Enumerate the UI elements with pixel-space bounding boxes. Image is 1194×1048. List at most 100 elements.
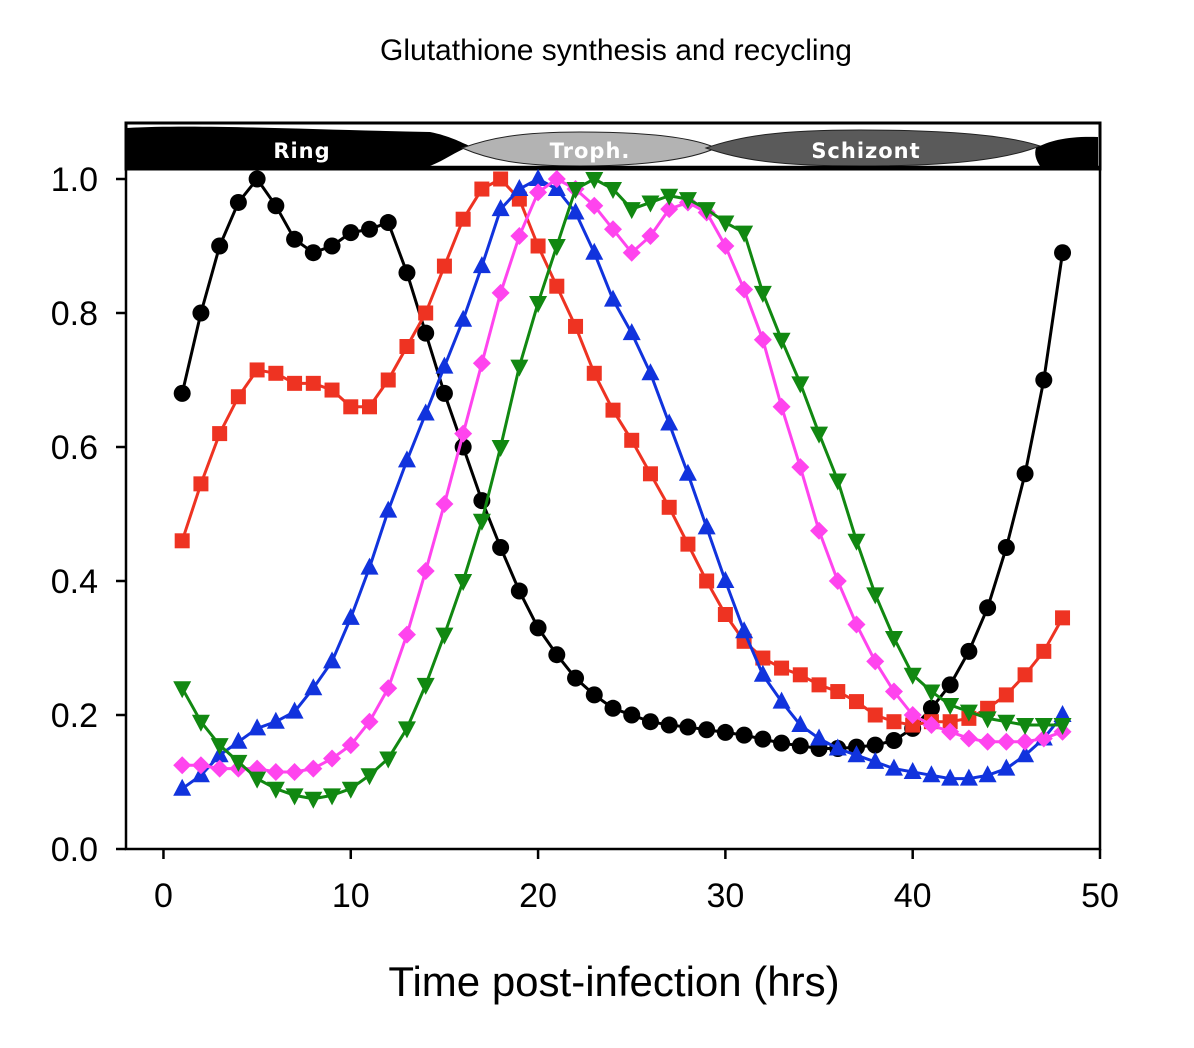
data-point (753, 285, 772, 303)
data-point (960, 642, 978, 660)
data-point (772, 691, 791, 709)
data-point (678, 192, 697, 210)
data-point (774, 660, 790, 676)
data-point (343, 399, 359, 415)
data-point (491, 440, 510, 457)
data-point (959, 768, 978, 786)
data-point (791, 458, 810, 477)
data-point (173, 756, 192, 775)
data-point (941, 722, 960, 741)
data-point (267, 197, 285, 215)
y-tick-label: 0.0 (51, 831, 98, 869)
data-point (323, 788, 342, 806)
data-point (285, 701, 304, 719)
stage-band: Ring Troph. Schizont (124, 121, 1102, 171)
data-point (678, 463, 697, 481)
data-point (193, 476, 209, 492)
data-point (249, 362, 265, 378)
data-point (585, 686, 603, 704)
data-point (922, 684, 941, 702)
data-point (1055, 610, 1071, 626)
data-point (791, 376, 810, 394)
data-point (810, 426, 829, 444)
data-point (941, 697, 960, 715)
data-point (810, 728, 829, 746)
data-point (978, 765, 997, 783)
data-point (380, 372, 396, 388)
data-point (323, 237, 341, 255)
data-point (866, 652, 885, 671)
data-point (697, 202, 716, 220)
data-point (324, 382, 340, 398)
data-point (379, 751, 398, 769)
data-point (547, 239, 566, 256)
plot-frame (124, 165, 1102, 851)
data-point (510, 359, 529, 377)
data-point (772, 332, 791, 350)
plot-border (124, 165, 1102, 851)
data-point (472, 513, 491, 531)
data-point (755, 650, 771, 666)
data-point (622, 323, 641, 341)
data-point (248, 771, 267, 789)
data-point (866, 751, 885, 769)
data-point (360, 557, 379, 575)
data-point (1017, 667, 1033, 683)
data-point (922, 765, 941, 783)
data-point (772, 397, 791, 416)
data-point (248, 170, 266, 188)
data-point (585, 196, 604, 215)
data-point (454, 424, 473, 443)
data-point (1053, 718, 1072, 736)
data-point (941, 676, 959, 694)
data-point (717, 607, 733, 622)
data-point (585, 242, 604, 260)
data-point (455, 211, 471, 227)
series (173, 170, 1072, 781)
data-point (810, 521, 829, 540)
data-point (435, 627, 454, 645)
data-point (847, 615, 866, 634)
data-point (903, 667, 922, 685)
data-point (866, 736, 884, 754)
data-point (867, 707, 883, 723)
data-point (753, 664, 772, 682)
data-point (174, 533, 190, 549)
data-point (230, 389, 246, 405)
data-point (792, 667, 808, 683)
data-point (903, 761, 922, 779)
data-point (680, 536, 696, 552)
data-point (266, 762, 285, 781)
data-point (547, 170, 566, 188)
data-point (754, 730, 772, 748)
data-point (716, 723, 734, 741)
data-point (323, 749, 342, 768)
data-point (341, 607, 360, 625)
data-point (866, 587, 885, 605)
data-point (268, 365, 284, 381)
data-point (997, 758, 1016, 776)
data-point (304, 244, 322, 262)
y-tick-label: 0.2 (51, 697, 98, 735)
data-point (342, 224, 360, 242)
stage-label: Schizont (811, 139, 920, 163)
data-point (529, 619, 547, 637)
data-point (285, 762, 304, 781)
data-point (1016, 718, 1035, 736)
data-point (622, 202, 641, 220)
data-point (1016, 745, 1035, 763)
data-point (660, 188, 679, 206)
data-point (362, 399, 377, 415)
data-point (585, 172, 604, 189)
data-point (828, 473, 847, 491)
data-point (641, 713, 659, 731)
data-point (753, 330, 772, 349)
data-point (997, 539, 1015, 556)
data-point (287, 375, 303, 391)
data-point (624, 432, 640, 448)
data-point (417, 324, 435, 342)
stage-ring-shape (126, 126, 470, 166)
data-point (716, 237, 735, 255)
series (173, 169, 1072, 796)
